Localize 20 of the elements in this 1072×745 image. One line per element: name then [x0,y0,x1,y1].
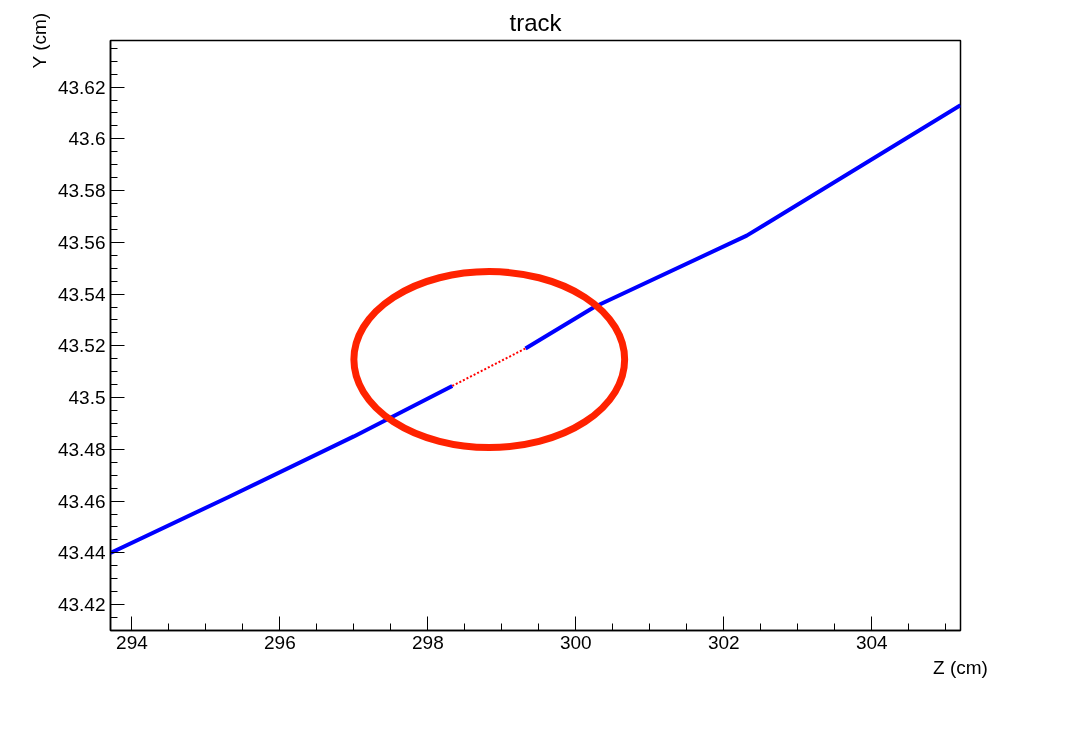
x-tick-label: 294 [116,631,149,653]
y-tick-label: 43.44 [57,542,106,564]
x-tick-label: 298 [412,631,444,653]
chart-title: track [509,8,563,36]
y-tick-label: 43.6 [68,128,106,150]
y-tick-label: 43.46 [57,490,106,512]
y-tick-label: 43.5 [68,387,106,409]
x-tick-label: 302 [707,631,740,653]
x-tick-label: 296 [264,631,296,653]
y-tick-label: 43.48 [57,438,106,460]
y-tick-label: 43.42 [57,594,106,616]
y-tick-label: 43.56 [57,231,106,253]
x-axis-title: Z (cm) [933,656,988,678]
y-tick-label: 43.52 [57,335,106,357]
x-tick-label: 300 [559,631,592,653]
y-tick-label: 43.58 [57,180,106,202]
y-tick-label: 43.54 [57,283,106,305]
y-axis-title: Y (cm) [28,12,50,69]
x-tick-label: 304 [855,631,889,653]
y-tick-label: 43.62 [57,76,106,98]
